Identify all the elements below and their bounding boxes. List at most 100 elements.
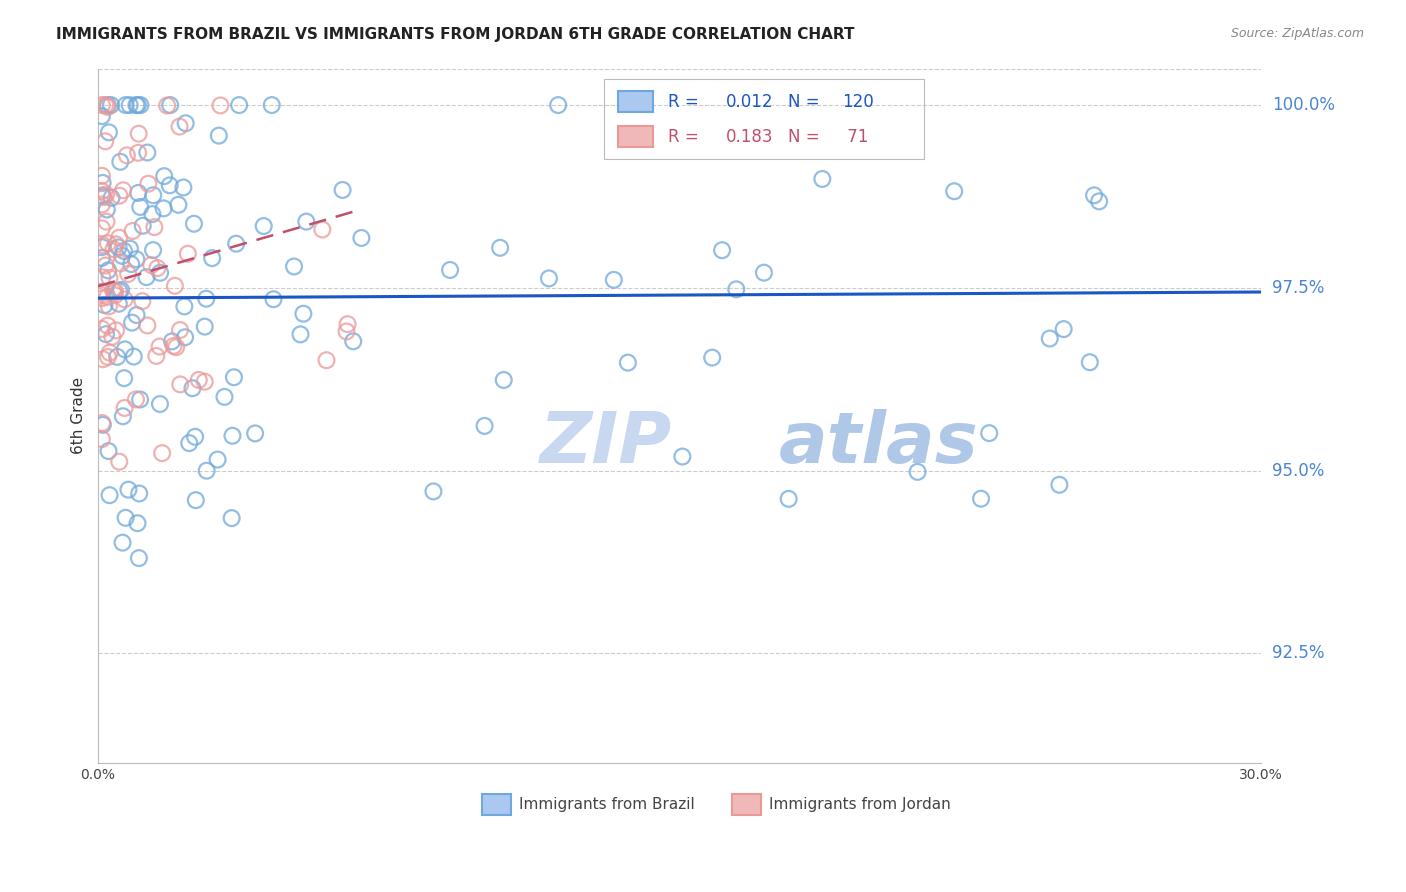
Point xyxy=(125,252,148,267)
Point xyxy=(112,244,135,258)
Point xyxy=(111,535,134,549)
Point xyxy=(98,271,121,285)
Point xyxy=(114,511,136,525)
Point xyxy=(439,263,461,277)
Point xyxy=(209,98,232,112)
Point xyxy=(96,290,118,304)
Point xyxy=(129,200,152,214)
Point xyxy=(91,416,114,430)
Text: IMMIGRANTS FROM BRAZIL VS IMMIGRANTS FROM JORDAN 6TH GRADE CORRELATION CHART: IMMIGRANTS FROM BRAZIL VS IMMIGRANTS FRO… xyxy=(56,27,855,42)
Point xyxy=(91,238,114,252)
Text: 71: 71 xyxy=(842,128,869,145)
Point xyxy=(711,243,734,257)
Point xyxy=(108,455,131,469)
Point xyxy=(90,432,112,446)
Point xyxy=(943,184,966,198)
Point xyxy=(135,270,157,285)
Point xyxy=(90,251,112,265)
Point xyxy=(141,207,163,221)
Point xyxy=(907,465,929,479)
Text: N =: N = xyxy=(787,93,824,111)
Text: atlas: atlas xyxy=(779,409,979,478)
Point xyxy=(91,285,114,299)
Point xyxy=(121,224,143,238)
Point xyxy=(169,323,191,337)
Text: 95.0%: 95.0% xyxy=(1272,462,1324,480)
Point xyxy=(222,370,245,384)
Point xyxy=(181,381,204,395)
Point xyxy=(91,417,114,432)
Point xyxy=(243,426,266,441)
Point xyxy=(1053,322,1076,336)
Point xyxy=(311,222,333,236)
Point xyxy=(702,351,724,365)
Point xyxy=(132,219,155,233)
Point xyxy=(1047,477,1070,491)
Point xyxy=(91,322,114,336)
Point xyxy=(725,282,748,296)
Point xyxy=(94,134,117,148)
Point xyxy=(97,318,120,333)
Point xyxy=(97,100,120,114)
Point xyxy=(184,493,207,508)
Point xyxy=(110,154,132,169)
Point xyxy=(90,98,112,112)
Point xyxy=(177,246,200,260)
Point xyxy=(148,340,170,354)
Point xyxy=(105,323,128,337)
Point xyxy=(143,220,166,235)
Point xyxy=(228,98,250,112)
Point xyxy=(1039,332,1062,346)
Point xyxy=(97,263,120,277)
Text: Immigrants from Brazil: Immigrants from Brazil xyxy=(519,797,695,813)
Point xyxy=(970,491,993,506)
Point xyxy=(336,317,359,331)
Text: 100.0%: 100.0% xyxy=(1272,96,1336,114)
Point xyxy=(117,483,139,497)
Point xyxy=(136,145,159,160)
Point xyxy=(97,444,120,458)
Bar xyxy=(482,794,510,815)
Point xyxy=(96,202,118,217)
Point xyxy=(142,243,165,257)
Point xyxy=(167,198,190,212)
Text: R =: R = xyxy=(668,93,704,111)
Y-axis label: 6th Grade: 6th Grade xyxy=(72,377,86,454)
Point xyxy=(187,373,209,387)
Point xyxy=(94,98,117,112)
Point xyxy=(101,330,124,344)
Point xyxy=(315,353,337,368)
Point xyxy=(98,488,121,502)
Point xyxy=(149,266,172,280)
Point xyxy=(97,98,120,112)
Text: R =: R = xyxy=(668,128,704,145)
Point xyxy=(121,316,143,330)
Point xyxy=(156,98,179,112)
Point xyxy=(127,516,149,531)
Point xyxy=(194,375,217,389)
Point xyxy=(159,98,181,112)
Point xyxy=(169,120,191,134)
Point xyxy=(492,373,515,387)
Point xyxy=(101,284,124,298)
Point xyxy=(184,430,207,444)
Text: Immigrants from Jordan: Immigrants from Jordan xyxy=(769,797,950,813)
Point xyxy=(122,350,145,364)
Point xyxy=(146,261,169,276)
Point xyxy=(150,446,173,460)
Point xyxy=(165,340,187,354)
Point xyxy=(263,292,285,306)
Point xyxy=(1078,355,1101,369)
Point xyxy=(617,356,640,370)
Point xyxy=(93,190,115,204)
Point xyxy=(129,392,152,407)
Point xyxy=(195,292,218,306)
Point xyxy=(335,325,357,339)
Point xyxy=(93,298,115,312)
Point xyxy=(1088,194,1111,209)
Point xyxy=(104,284,127,298)
Point xyxy=(108,188,131,202)
Point xyxy=(169,377,191,392)
Point xyxy=(125,98,148,112)
Point xyxy=(173,300,195,314)
